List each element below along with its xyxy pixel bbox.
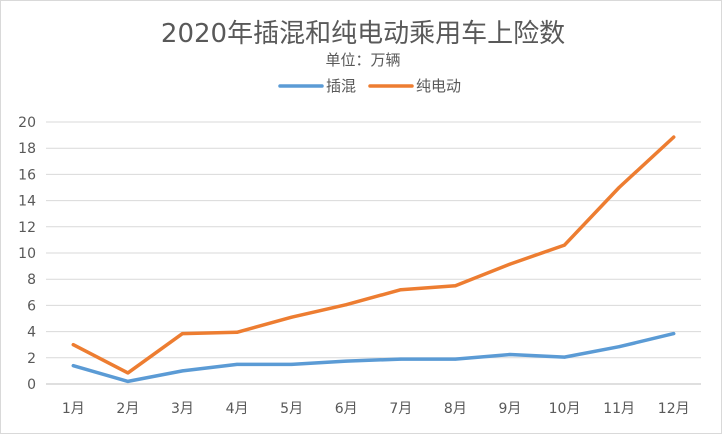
- series-lines: [71, 135, 676, 384]
- x-tick-label: 7月: [389, 401, 412, 417]
- x-tick-label: 2月: [116, 401, 139, 417]
- x-tick-label: 11月: [603, 401, 635, 417]
- data-point: [563, 243, 567, 247]
- x-tick-label: 1月: [62, 401, 85, 417]
- data-point: [235, 362, 239, 366]
- data-point: [399, 288, 403, 292]
- data-point: [453, 284, 457, 288]
- y-tick-label: 0: [27, 377, 36, 393]
- y-axis: 0 2 4 6 8 10 12 14 16 18 20: [18, 115, 36, 393]
- x-tick-label: 5月: [280, 401, 303, 417]
- gridlines: [46, 121, 701, 385]
- data-point: [344, 359, 348, 363]
- x-axis: 1月 2月 3月 4月 5月 6月 7月 8月 9月 10月 11月 12月: [62, 401, 690, 417]
- chart-subtitle: 单位：万辆: [325, 51, 400, 69]
- y-tick-label: 8: [27, 272, 36, 288]
- data-point: [617, 186, 621, 189]
- y-tick-label: 6: [27, 298, 36, 314]
- data-point: [672, 332, 676, 336]
- y-tick-label: 14: [18, 194, 36, 210]
- data-point: [71, 343, 75, 347]
- data-point: [126, 379, 130, 383]
- y-tick-label: 20: [18, 115, 36, 131]
- data-point: [672, 135, 676, 139]
- data-point: [508, 262, 512, 266]
- series-line-plugin-hybrid: [71, 331, 676, 384]
- data-point: [508, 353, 512, 357]
- data-point: [617, 345, 621, 349]
- x-tick-label: 3月: [171, 401, 194, 417]
- x-tick-label: 10月: [549, 401, 581, 417]
- y-tick-label: 10: [18, 246, 36, 262]
- data-point: [563, 355, 567, 359]
- data-point: [399, 357, 403, 361]
- x-tick-label: 12月: [658, 401, 690, 417]
- data-point: [180, 332, 184, 336]
- legend-label-plugin-hybrid: 插混: [326, 77, 356, 95]
- y-tick-label: 4: [27, 325, 36, 341]
- y-tick-label: 2: [27, 351, 36, 367]
- chart-title: 2020年插混和纯电动乘用车上险数: [161, 19, 565, 49]
- data-point: [126, 371, 130, 375]
- data-point: [290, 362, 294, 366]
- y-tick-label: 12: [18, 220, 36, 236]
- data-point: [71, 364, 75, 368]
- data-point: [344, 303, 348, 307]
- legend-label-battery-electric: 纯电动: [416, 77, 461, 95]
- data-point: [290, 315, 294, 319]
- y-tick-label: 18: [18, 141, 36, 157]
- data-point: [453, 357, 457, 361]
- x-tick-label: 9月: [498, 401, 521, 417]
- legend: 插混 纯电动: [278, 77, 461, 95]
- data-point: [180, 369, 184, 373]
- data-point: [235, 330, 239, 334]
- series-line-battery-electric: [71, 135, 676, 375]
- x-tick-label: 4月: [226, 401, 249, 417]
- x-tick-label: 6月: [335, 401, 358, 417]
- y-tick-label: 16: [18, 167, 36, 183]
- x-tick-label: 8月: [444, 401, 467, 417]
